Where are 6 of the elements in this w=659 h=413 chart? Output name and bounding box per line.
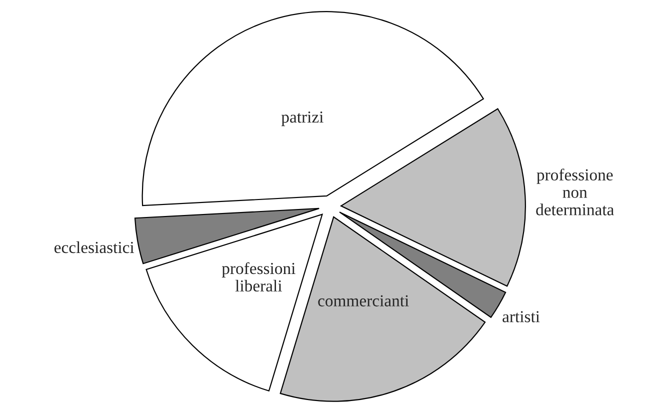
slice-label: patrizi [281,112,324,126]
slice-label: commercianti [318,295,409,306]
slice-label: artisti [502,311,540,322]
slice-label: professione non determinata [536,168,614,216]
slice-label: ecclesiastici [54,241,134,254]
slice-label: professioni liberali [222,262,296,292]
